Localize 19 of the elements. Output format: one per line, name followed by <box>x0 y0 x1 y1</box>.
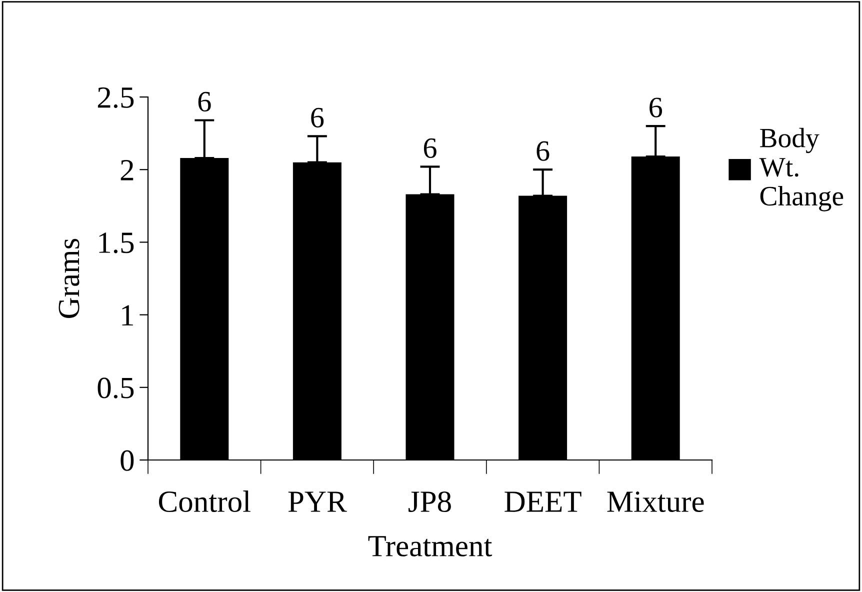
y-tick-label: 1.5 <box>99 232 134 254</box>
x-tick-label: Control <box>158 490 250 512</box>
y-tick-label: 2 <box>120 160 134 180</box>
x-tick-label: DEET <box>504 492 582 512</box>
legend-label: Body Wt. Change <box>759 128 844 212</box>
annotation: 6 <box>536 141 550 161</box>
y-tick-label: 1 <box>122 305 133 326</box>
y-axis-title: Grams <box>58 238 80 318</box>
y-tick-label: 0 <box>120 450 134 471</box>
x-tick-label: Mixture <box>607 492 704 512</box>
x-tick-label: JP8 <box>408 491 451 512</box>
annotation: 6 <box>311 108 324 128</box>
y-tick-label: 2.5 <box>98 87 134 108</box>
y-tick-label: 0.5 <box>98 378 134 398</box>
x-axis-title: Treatment <box>368 536 492 556</box>
annotation: 6 <box>424 138 436 158</box>
annotation: 6 <box>198 92 211 112</box>
x-tick-label: PYR <box>288 492 347 512</box>
annotation: 6 <box>650 98 662 118</box>
